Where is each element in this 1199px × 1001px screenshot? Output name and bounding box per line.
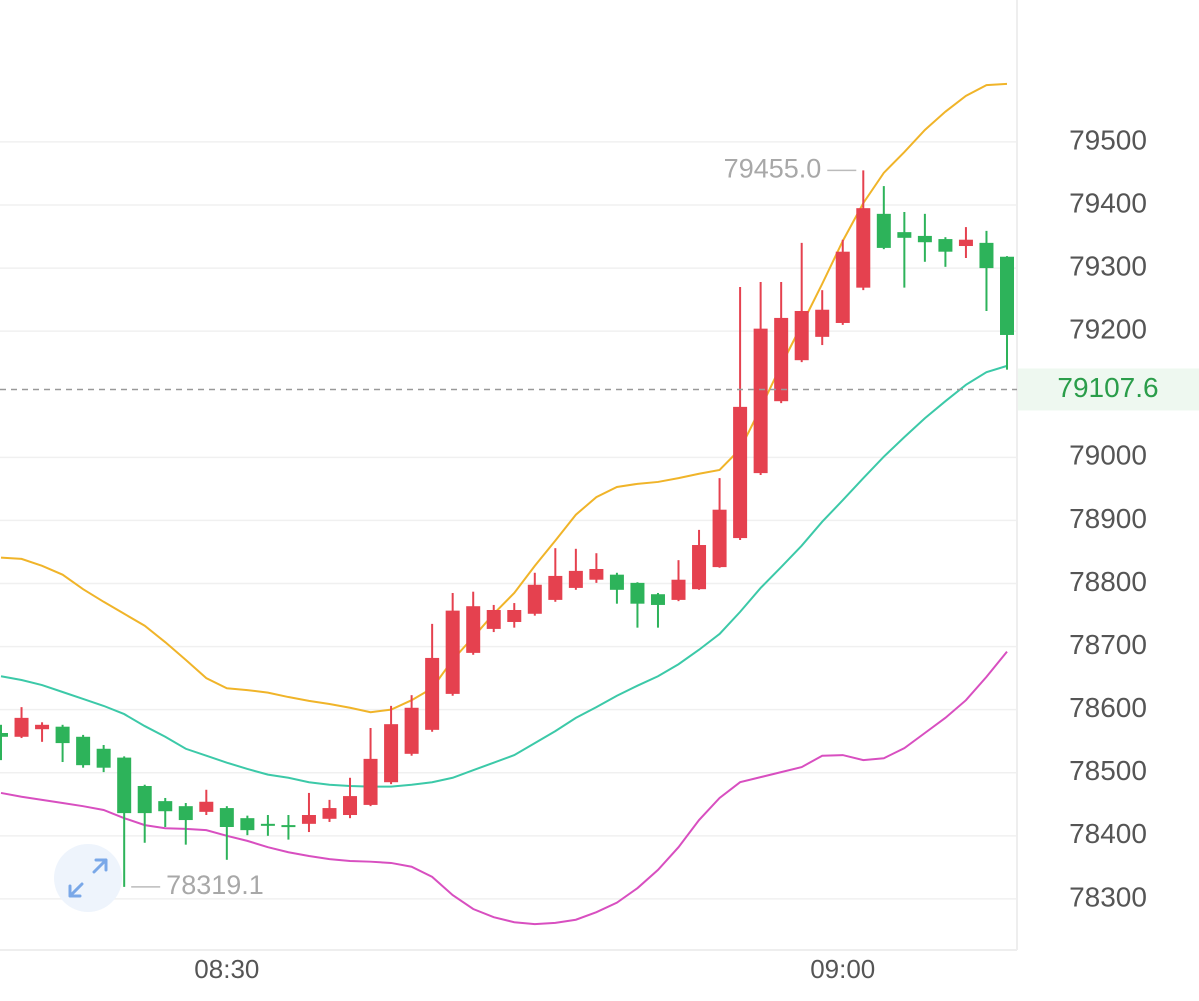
candle-body — [1000, 256, 1014, 335]
band-line — [0, 364, 1008, 788]
candle-body — [774, 317, 789, 402]
candle-body — [609, 574, 624, 590]
expand-icon[interactable] — [68, 858, 108, 898]
candle-body — [35, 724, 50, 730]
candle-body — [260, 823, 275, 826]
last-price-label: 79107.6 — [1057, 372, 1158, 403]
candle-body — [486, 609, 501, 629]
y-tick-label: 78600 — [1069, 692, 1147, 723]
candle-body — [96, 748, 111, 768]
candle-body — [301, 815, 316, 824]
candle-body — [425, 657, 440, 730]
candle-body — [856, 208, 871, 288]
candle-body — [835, 251, 850, 323]
band-line — [0, 82, 1008, 714]
x-tick-label: 08:30 — [194, 954, 259, 984]
candle-body — [753, 328, 768, 474]
candle-body — [322, 808, 337, 819]
y-tick-label: 79300 — [1069, 250, 1147, 281]
y-tick-label: 78500 — [1069, 755, 1147, 786]
candle-body — [548, 575, 563, 600]
axis-panel — [1018, 0, 1199, 1001]
y-tick-label: 78400 — [1069, 818, 1147, 849]
candle-body — [876, 213, 891, 248]
candle-body — [219, 808, 234, 827]
y-tick-label: 79500 — [1069, 124, 1147, 155]
candle-body — [733, 406, 748, 539]
candle-body — [507, 609, 522, 622]
candle-body — [55, 726, 70, 744]
candle-body — [897, 232, 912, 238]
y-tick-label: 78800 — [1069, 566, 1147, 597]
y-tick-label: 78900 — [1069, 503, 1147, 534]
candle-body — [281, 825, 296, 828]
candle-body — [158, 801, 173, 812]
candle-body — [363, 758, 378, 805]
candle-body — [692, 545, 707, 590]
candle-body — [240, 818, 255, 831]
candle-body — [650, 594, 665, 605]
candle-body — [712, 509, 727, 568]
candle-body — [117, 757, 132, 814]
candle-body — [384, 724, 399, 783]
high-label: 79455.0 — [724, 153, 822, 183]
last-price-box — [1018, 368, 1199, 411]
expand-button[interactable] — [54, 844, 122, 912]
candle-body — [445, 610, 460, 694]
candle-body — [794, 310, 809, 361]
candle-body — [589, 568, 604, 580]
candle-body — [958, 239, 973, 247]
candles — [0, 170, 1014, 887]
y-tick-label: 78700 — [1069, 629, 1147, 660]
candle-body — [527, 584, 542, 614]
band-line — [0, 650, 1008, 926]
candle-body — [938, 239, 953, 252]
candle-body — [0, 733, 8, 737]
y-tick-label: 79000 — [1069, 440, 1147, 471]
candle-body — [343, 796, 358, 816]
candle-body — [630, 582, 645, 604]
x-tick-label: 09:00 — [810, 954, 875, 984]
y-tick-label: 79200 — [1069, 314, 1147, 345]
y-tick-label: 78300 — [1069, 881, 1147, 912]
candle-body — [404, 707, 419, 754]
candle-body — [568, 570, 583, 588]
candle-body — [466, 606, 481, 653]
candle-body — [137, 785, 152, 814]
candle-body — [199, 801, 214, 812]
candle-body — [671, 579, 686, 600]
candle-body — [76, 736, 91, 766]
candle-body — [979, 242, 994, 269]
bands — [0, 82, 1008, 926]
y-tick-label: 79400 — [1069, 187, 1147, 218]
candle-body — [14, 717, 29, 737]
candle-body — [815, 309, 830, 337]
candle-body — [917, 235, 932, 243]
candle-body — [178, 806, 193, 821]
expand-circle[interactable] — [54, 844, 122, 912]
low-label: 78319.1 — [166, 870, 264, 900]
